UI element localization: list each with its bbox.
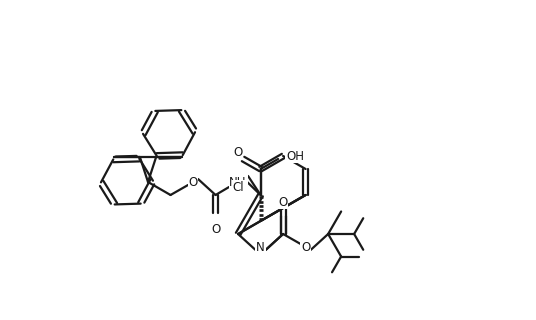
Text: N: N xyxy=(256,241,265,253)
Text: O: O xyxy=(211,222,220,236)
Text: OH: OH xyxy=(286,149,304,163)
Text: NH: NH xyxy=(229,175,247,188)
Text: Cl: Cl xyxy=(232,180,244,194)
Text: O: O xyxy=(279,196,288,209)
Text: O: O xyxy=(301,241,310,253)
Text: O: O xyxy=(234,146,243,158)
Text: O: O xyxy=(189,175,198,188)
